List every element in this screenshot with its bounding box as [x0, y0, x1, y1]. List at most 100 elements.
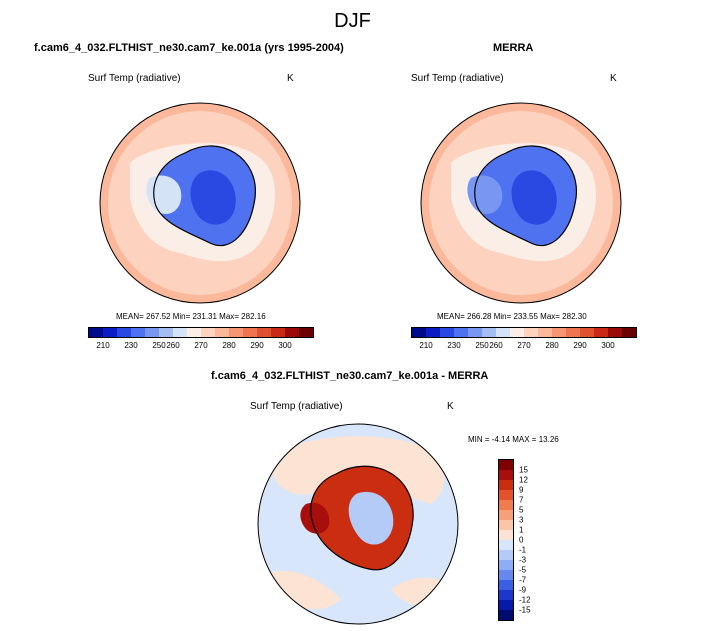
colorbar-swatch [594, 328, 608, 337]
colorbar-swatch [299, 328, 313, 337]
colorbar-swatch [499, 590, 513, 600]
colorbar-swatch [499, 530, 513, 540]
colorbar-tick: 3 [519, 515, 524, 525]
colorbar-tick: 210 [96, 341, 110, 350]
colorbar-tick: -15 [519, 605, 531, 615]
colorbar-swatch [426, 328, 440, 337]
colorbar-ticks-obs: 210 230 250 260 270 280 290 300 [411, 341, 637, 351]
colorbar-tick: 1 [519, 525, 524, 535]
colorbar-swatch [412, 328, 426, 337]
colorbar-swatch [215, 328, 229, 337]
panel-title-diff: f.cam6_4_032.FLTHIST_ne30.cam7_ke.001a -… [211, 370, 489, 382]
colorbar-model [88, 327, 314, 338]
variable-label-diff: Surf Temp (radiative) [250, 401, 343, 412]
colorbar-tick: 270 [194, 341, 208, 350]
units-label-obs: K [610, 73, 617, 84]
colorbar-swatch [187, 328, 201, 337]
colorbar-swatch [499, 460, 513, 470]
colorbar-tick: -7 [519, 575, 527, 585]
colorbar-swatch [117, 328, 131, 337]
colorbar-obs [411, 327, 637, 338]
colorbar-swatch [499, 550, 513, 560]
colorbar-tick: 280 [222, 341, 236, 350]
colorbar-tick: 300 [278, 341, 292, 350]
colorbar-tick: 260 [166, 341, 180, 350]
colorbar-swatch [538, 328, 552, 337]
colorbar-swatch [499, 500, 513, 510]
colorbar-tick: -9 [519, 585, 527, 595]
colorbar-tick: 12 [519, 475, 528, 485]
colorbar-swatch [103, 328, 117, 337]
colorbar-swatch [566, 328, 580, 337]
colorbar-tick: -12 [519, 595, 531, 605]
colorbar-swatch [243, 328, 257, 337]
colorbar-swatch [89, 328, 103, 337]
panel-title-model: f.cam6_4_032.FLTHIST_ne30.cam7_ke.001a (… [34, 42, 344, 54]
colorbar-tick: -5 [519, 565, 527, 575]
colorbar-swatch [552, 328, 566, 337]
colorbar-swatch [524, 328, 538, 337]
map-obs [420, 102, 622, 304]
map-model [99, 102, 301, 304]
colorbar-swatch [201, 328, 215, 337]
colorbar-tick: -1 [519, 545, 527, 555]
colorbar-tick: 7 [519, 495, 524, 505]
colorbar-tick: 0 [519, 535, 524, 545]
colorbar-tick: 230 [124, 341, 138, 350]
colorbar-tick: -3 [519, 555, 527, 565]
colorbar-swatch [496, 328, 510, 337]
colorbar-swatch [257, 328, 271, 337]
stats-obs: MEAN= 266.28 Min= 233.55 Max= 282.30 [437, 312, 587, 321]
colorbar-swatch [580, 328, 594, 337]
variable-label-model: Surf Temp (radiative) [88, 73, 181, 84]
colorbar-swatch [482, 328, 496, 337]
colorbar-tick: 270 [517, 341, 531, 350]
colorbar-swatch [608, 328, 622, 337]
colorbar-swatch [499, 470, 513, 480]
colorbar-ticks-diff: 15 12 9 7 5 3 1 0 -1 -3 -5 -7 -9 -12 -15 [519, 459, 549, 621]
colorbar-swatch [173, 328, 187, 337]
units-label-diff: K [447, 401, 454, 412]
colorbar-tick: 230 [447, 341, 461, 350]
colorbar-swatch [499, 490, 513, 500]
stats-model: MEAN= 267.52 Min= 231.31 Max= 282.16 [116, 312, 266, 321]
colorbar-swatch [622, 328, 636, 337]
colorbar-swatch [499, 580, 513, 590]
units-label-model: K [287, 73, 294, 84]
colorbar-swatch [229, 328, 243, 337]
colorbar-tick: 5 [519, 505, 524, 515]
colorbar-swatch [468, 328, 482, 337]
colorbar-swatch [454, 328, 468, 337]
colorbar-tick: 260 [489, 341, 503, 350]
colorbar-tick: 250 [152, 341, 166, 350]
colorbar-swatch [510, 328, 524, 337]
colorbar-swatch [285, 328, 299, 337]
colorbar-tick: 9 [519, 485, 524, 495]
colorbar-swatch [499, 560, 513, 570]
colorbar-swatch [499, 570, 513, 580]
colorbar-ticks-model: 210 230 250 260 270 280 290 300 [88, 341, 314, 351]
colorbar-swatch [499, 480, 513, 490]
colorbar-swatch [440, 328, 454, 337]
figure-title: DJF [334, 10, 371, 32]
colorbar-tick: 300 [601, 341, 615, 350]
colorbar-swatch [159, 328, 173, 337]
colorbar-swatch [499, 510, 513, 520]
colorbar-swatch [271, 328, 285, 337]
map-diff [257, 423, 459, 625]
panel-title-obs: MERRA [493, 42, 534, 54]
colorbar-diff [498, 459, 514, 621]
minmax-diff: MIN = -4.14 MAX = 13.26 [468, 435, 559, 444]
colorbar-tick: 250 [475, 341, 489, 350]
colorbar-swatch [499, 600, 513, 610]
colorbar-swatch [499, 610, 513, 620]
colorbar-tick: 290 [573, 341, 587, 350]
colorbar-tick: 280 [545, 341, 559, 350]
colorbar-tick: 290 [250, 341, 264, 350]
colorbar-swatch [499, 540, 513, 550]
variable-label-obs: Surf Temp (radiative) [411, 73, 504, 84]
colorbar-tick: 15 [519, 465, 528, 475]
colorbar-swatch [131, 328, 145, 337]
colorbar-swatch [499, 520, 513, 530]
colorbar-tick: 210 [419, 341, 433, 350]
